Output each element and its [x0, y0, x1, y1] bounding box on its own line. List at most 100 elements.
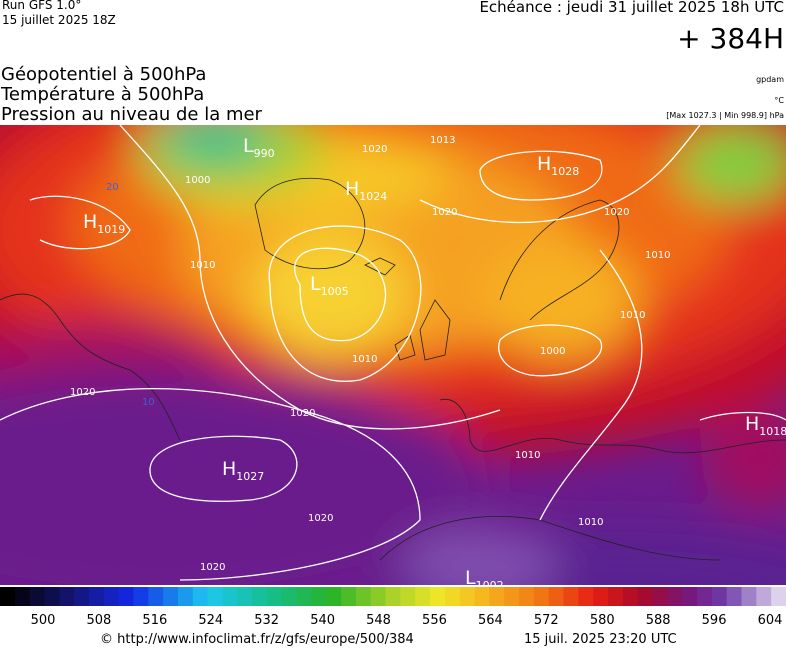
color-swatch: [548, 587, 565, 606]
color-swatch: [756, 587, 772, 606]
color-swatch: [252, 587, 268, 606]
color-swatch: [504, 587, 520, 606]
isobar-label: 1000: [185, 175, 210, 186]
isobar-label: 1010: [515, 450, 540, 461]
color-swatch: [608, 587, 624, 606]
footer-time: 15 juil. 2025 23:20 UTC: [524, 632, 677, 647]
isobar-label: 1010: [190, 260, 215, 271]
color-swatch: [430, 587, 446, 606]
color-swatch: [444, 587, 461, 606]
color-swatch: [578, 587, 594, 606]
isobar-label: 1020: [362, 144, 387, 155]
color-swatch: [533, 587, 550, 606]
isobar-label: 1020: [290, 408, 315, 419]
lead-time: + 384H: [677, 22, 784, 55]
color-swatch: [415, 587, 431, 606]
pressure-center: H1019: [83, 211, 125, 236]
color-swatch: [682, 587, 698, 606]
unit: [Max 1027.3 | Min 998.9] hPa: [666, 111, 784, 120]
color-swatch: [697, 587, 713, 606]
isobar-label: 1020: [70, 387, 95, 398]
color-swatch: [711, 587, 728, 606]
color-swatch: [593, 587, 609, 606]
color-swatch: [281, 587, 298, 606]
color-swatch: [563, 587, 579, 606]
isobar-label: 1010: [578, 517, 603, 528]
run-date: 15 juillet 2025 18Z: [2, 13, 116, 27]
colorbar-tick-label: 580: [590, 613, 615, 628]
pressure-center: H1024: [345, 178, 387, 203]
color-swatch: [400, 587, 416, 606]
color-swatch: [177, 587, 194, 606]
pressure-center: L1002: [465, 567, 504, 592]
isobars: [0, 125, 786, 581]
field-title: Pression au niveau de la mer: [1, 104, 263, 125]
unit: gpdam: [756, 75, 784, 84]
pressure-center: L1005: [310, 273, 349, 298]
isobar-label: 1013: [430, 135, 455, 146]
color-swatch: [296, 587, 312, 606]
color-swatch: [311, 587, 327, 606]
color-swatch: [103, 587, 120, 606]
color-swatch: [622, 587, 639, 606]
colorbar-tick-label: 532: [254, 613, 279, 628]
isobar-label: 1010: [620, 310, 645, 321]
isobar-label: 1010: [352, 354, 377, 365]
color-swatch: [355, 587, 372, 606]
pressure-center: H1028: [537, 153, 579, 178]
pressure-center: L990: [243, 135, 275, 160]
color-swatch: [667, 587, 683, 606]
color-swatch: [29, 587, 45, 606]
color-swatch: [266, 587, 283, 606]
colorbar-tick-label: 564: [478, 613, 503, 628]
isobar-label: 1010: [645, 250, 670, 261]
colorbar-tick-label: 604: [758, 613, 783, 628]
colorbar-tick-label: 500: [31, 613, 56, 628]
color-swatch: [118, 587, 134, 606]
color-swatch: [474, 587, 490, 606]
colorbar-ticks: 500 508 516 524 532 540 548 556 564 572 580 588 596 6…: [31, 613, 783, 628]
color-swatch: [222, 587, 238, 606]
isobar-label: 1020: [604, 207, 629, 218]
pressure-center: H1027: [222, 458, 264, 483]
color-swatch: [207, 587, 223, 606]
color-swatch: [489, 587, 505, 606]
colorbar-tick-label: 524: [198, 613, 223, 628]
pressure-center: H1018: [745, 413, 786, 438]
color-swatch: [370, 587, 387, 606]
color-swatch: [0, 587, 16, 606]
color-swatch: [459, 587, 476, 606]
color-swatch: [385, 587, 401, 606]
color-swatch: [163, 587, 179, 606]
colorbar-tick-label: 548: [366, 613, 391, 628]
isobar-label: 1020: [432, 207, 457, 218]
color-swatch: [652, 587, 668, 606]
color-swatch: [192, 587, 209, 606]
run-label: Run GFS 1.0°: [2, 0, 81, 12]
colorbar-tick-label: 516: [142, 613, 167, 628]
coastlines: [0, 177, 786, 561]
color-swatch: [59, 587, 75, 606]
colorbar-tick-label: 540: [310, 613, 335, 628]
colorbar: [0, 587, 786, 606]
color-swatch: [148, 587, 164, 606]
isobar-label: 1020: [308, 513, 333, 524]
color-swatch: [726, 587, 743, 606]
colorbar-tick-label: 556: [422, 613, 447, 628]
colorbar-tick-label: 588: [646, 613, 671, 628]
color-swatch: [88, 587, 105, 606]
color-swatch: [741, 587, 757, 606]
color-swatch: [519, 587, 535, 606]
temperature-label: 10: [142, 397, 155, 408]
isobar-label: 1020: [200, 562, 225, 573]
temperature-label: 20: [106, 182, 119, 193]
colorbar-tick-label: 596: [702, 613, 727, 628]
color-swatch: [771, 587, 786, 606]
color-swatch: [44, 587, 60, 606]
color-swatch: [237, 587, 253, 606]
footer-url: © http://www.infoclimat.fr/z/gfs/europe/…: [100, 632, 414, 647]
color-swatch: [341, 587, 357, 606]
color-swatch: [326, 587, 342, 606]
field-title: Géopotentiel à 500hPa: [1, 64, 206, 85]
